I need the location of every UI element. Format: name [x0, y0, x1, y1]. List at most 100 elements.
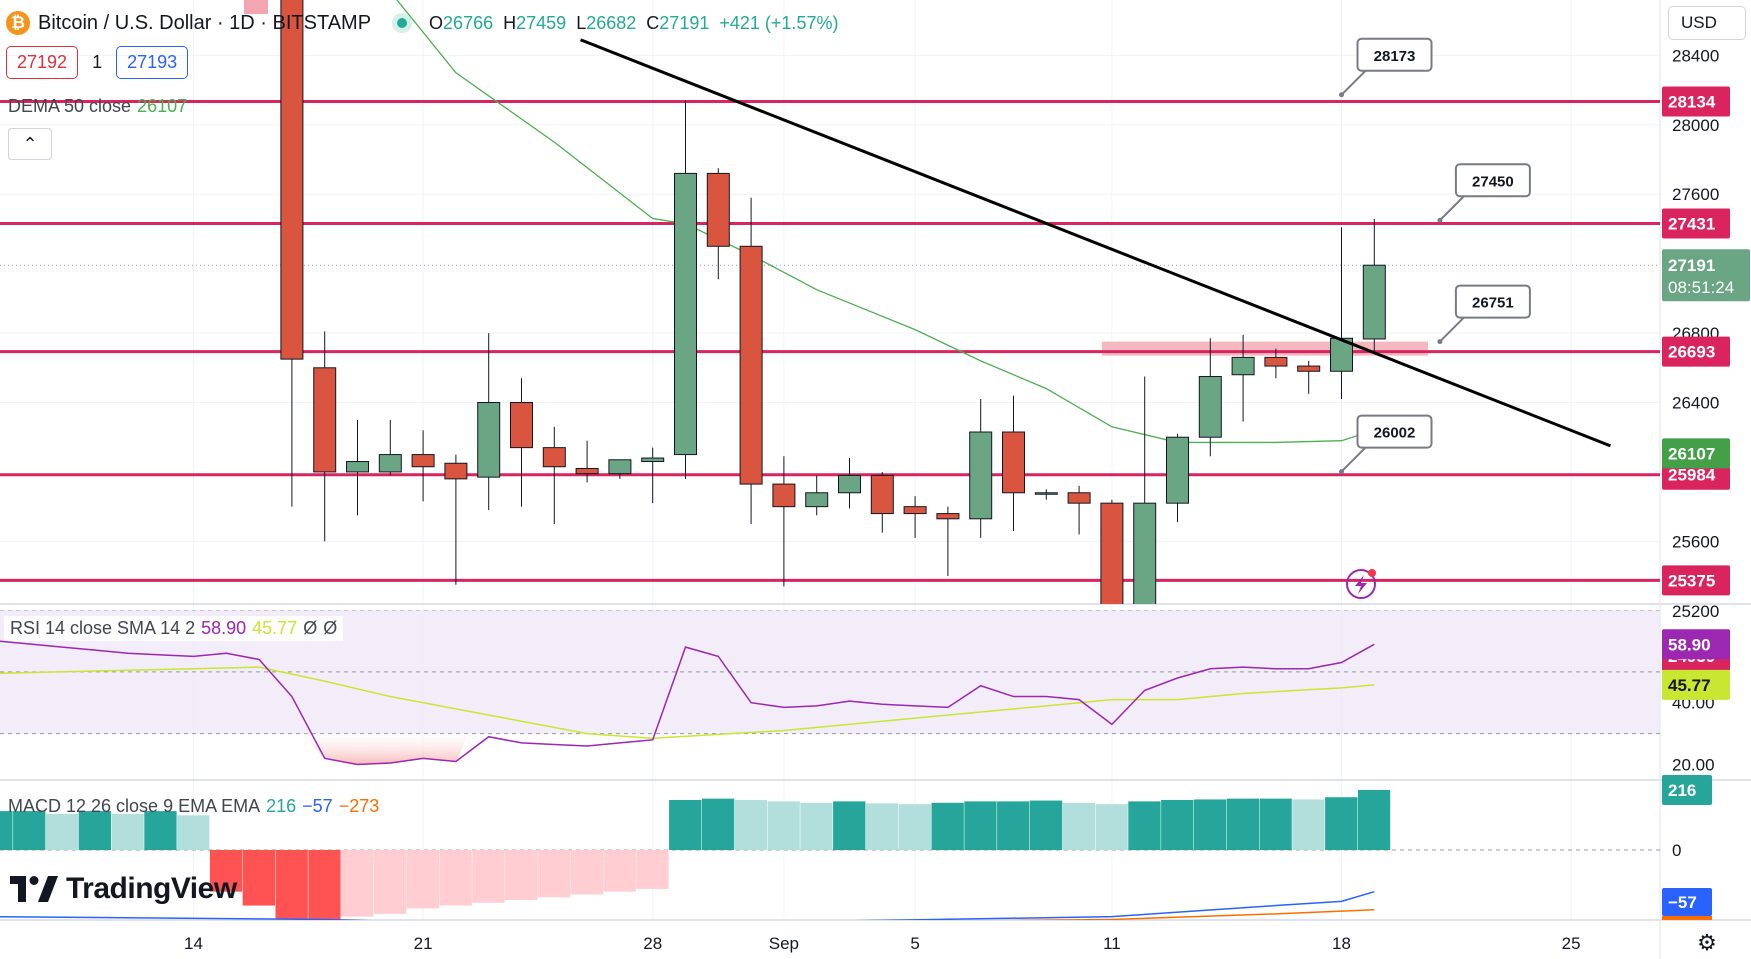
macd-histogram-bar — [242, 850, 275, 906]
price-axis[interactable]: 2840028000276002680026400256002520028134… — [1662, 46, 1750, 672]
trendline[interactable] — [579, 38, 1612, 448]
candle[interactable] — [1264, 348, 1288, 379]
open-value: 26766 — [443, 12, 494, 33]
candle[interactable] — [838, 458, 861, 509]
tradingview-logo[interactable]: TradingView — [10, 872, 237, 906]
callout-pointer — [1340, 446, 1367, 473]
candle-body — [1231, 356, 1255, 376]
candle[interactable] — [280, 0, 304, 507]
symbol-title[interactable]: Bitcoin / U.S. Dollar · 1D · BITSTAMP — [38, 11, 372, 34]
time-axis[interactable]: 14 21 28 Sep 5 11 18 25 — [184, 934, 1581, 953]
time-axis-tick: 28 — [643, 934, 662, 953]
macd-value: −57 — [302, 796, 333, 816]
macd-histogram-bar — [1292, 799, 1325, 850]
candle[interactable] — [477, 333, 501, 511]
candle[interactable] — [1297, 360, 1321, 394]
candle[interactable] — [411, 430, 435, 502]
candle-body — [739, 245, 763, 485]
candle[interactable] — [936, 506, 960, 577]
macd-histogram-bar — [1193, 799, 1227, 850]
candle[interactable] — [1198, 338, 1222, 457]
candle[interactable] — [641, 447, 665, 504]
candle[interactable] — [805, 475, 829, 516]
level-price-tag: 26693 — [1662, 336, 1730, 367]
macd-histogram-bar — [669, 800, 702, 850]
price-axis-tick: 27600 — [1672, 185, 1719, 204]
macd-histogram-bar — [1357, 790, 1391, 850]
macd-histogram-bar — [78, 811, 111, 850]
macd-histogram-bar — [1325, 797, 1358, 850]
currency-selector[interactable]: USD — [1668, 6, 1746, 40]
time-axis-tick: 11 — [1103, 934, 1121, 953]
rsi-legend[interactable]: RSI 14 close SMA 14 2 58.90 45.77 Ø Ø — [4, 616, 344, 641]
macd-histogram-bar — [833, 801, 866, 850]
candle[interactable] — [706, 168, 730, 280]
price-callout[interactable]: 26751 — [1437, 284, 1531, 345]
candle[interactable] — [313, 331, 337, 542]
macd-histogram-bar — [13, 811, 46, 850]
dema-legend[interactable]: DEMA 50 close 26107 — [8, 96, 187, 117]
callout-pointer — [1439, 195, 1465, 221]
candle[interactable] — [1100, 499, 1124, 660]
collapse-legend-button[interactable]: ⌃ — [8, 128, 52, 160]
candle[interactable] — [772, 456, 796, 587]
candle[interactable] — [608, 459, 632, 479]
rsi-sma-value-tag: 45.77 — [1662, 669, 1730, 700]
candle[interactable] — [1166, 433, 1189, 523]
change-value: +421 (+1.57%) — [719, 12, 839, 33]
candle[interactable] — [1067, 485, 1091, 535]
candle[interactable] — [969, 399, 993, 538]
rsi-value-tag-text: 58.90 — [1668, 635, 1711, 654]
price-callout[interactable]: 26002 — [1339, 414, 1433, 475]
lightning-icon[interactable] — [1346, 569, 1376, 599]
rsi-sma-value-tag-text: 45.77 — [1668, 676, 1711, 695]
macd-histogram-bar — [800, 802, 833, 850]
macd-histogram-bar — [439, 850, 472, 906]
high-value: 27459 — [516, 12, 567, 33]
level-price-tag-text: 25984 — [1668, 466, 1716, 485]
candle[interactable] — [1034, 489, 1058, 500]
candle[interactable] — [739, 197, 763, 525]
rsi-title: RSI 14 close SMA 14 2 — [10, 618, 196, 638]
callout-anchor — [1437, 339, 1443, 345]
macd-histogram-bar — [373, 850, 407, 914]
candle[interactable] — [346, 419, 369, 516]
dema-price-tag-text: 26107 — [1668, 444, 1715, 463]
candle-body — [346, 461, 369, 473]
macd-histogram-bar — [537, 850, 571, 898]
candle[interactable] — [1330, 227, 1353, 400]
candle[interactable] — [1133, 376, 1157, 622]
candle-body — [805, 492, 829, 508]
rsi-extra-1: Ø — [303, 618, 318, 638]
callout-box — [1356, 414, 1433, 449]
candle-body — [706, 172, 730, 247]
macd-legend[interactable]: MACD 12 26 close 9 EMA EMA 216 −57 −273 — [4, 794, 383, 819]
candle[interactable] — [575, 440, 599, 483]
countdown-text: 08:51:24 — [1668, 278, 1734, 297]
macd-pane[interactable] — [0, 790, 1660, 926]
candle[interactable] — [510, 378, 533, 507]
level-price-tag: 28134 — [1662, 86, 1730, 117]
candle[interactable] — [903, 496, 927, 538]
candle[interactable] — [444, 454, 468, 585]
callout-anchor — [1339, 469, 1344, 475]
sell-button[interactable]: 27192 — [6, 46, 79, 79]
candle[interactable] — [378, 419, 402, 476]
candle-body — [575, 467, 599, 475]
candle-body — [1133, 502, 1157, 604]
price-pane[interactable] — [0, 0, 1660, 659]
candle[interactable] — [870, 471, 894, 533]
candle[interactable] — [1362, 218, 1386, 354]
candle[interactable] — [1002, 395, 1025, 531]
macd-histogram-bar — [177, 815, 210, 850]
gear-icon[interactable]: ⚙ — [1697, 930, 1717, 955]
candle-body — [542, 447, 566, 468]
candle[interactable] — [674, 100, 697, 479]
macd-histogram-bar — [341, 850, 374, 917]
buy-button[interactable]: 27193 — [116, 46, 189, 79]
candle[interactable] — [1231, 334, 1255, 422]
price-callout[interactable]: 28173 — [1339, 37, 1433, 98]
price-callout[interactable]: 27450 — [1437, 163, 1531, 223]
candle[interactable] — [542, 426, 566, 525]
